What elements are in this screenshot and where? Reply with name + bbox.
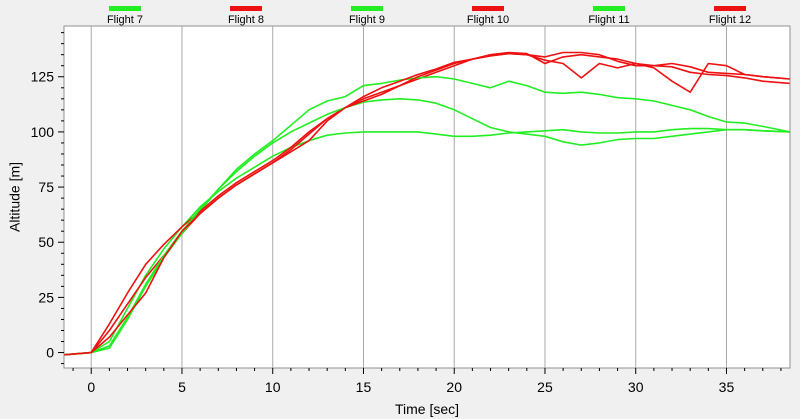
legend-item: Flight 8 <box>228 6 264 26</box>
y-axis-ticks: 0 25 50 75 100 125 <box>31 32 64 365</box>
legend-item: Flight 10 <box>467 6 509 26</box>
x-tick-label: 30 <box>628 379 644 395</box>
legend-label: Flight 11 <box>588 14 629 26</box>
x-axis-ticks: 0 5 10 15 20 25 30 35 <box>72 368 782 395</box>
legend-label: Flight 9 <box>349 14 385 26</box>
plot-border <box>63 25 791 369</box>
plot-area <box>64 26 790 368</box>
y-tick-label: 125 <box>31 69 55 85</box>
x-axis-label: Time [sec] <box>395 401 459 417</box>
legend-swatch <box>714 6 746 11</box>
x-tick-label: 35 <box>719 379 735 395</box>
legend-item: Flight 12 <box>709 6 751 26</box>
legend-label: Flight 7 <box>107 14 143 26</box>
legend-swatch <box>351 6 383 11</box>
legend-swatch <box>230 6 262 11</box>
legend-item: Flight 11 <box>588 6 630 26</box>
x-tick-label: 15 <box>356 379 372 395</box>
legend-label: Flight 12 <box>709 14 751 26</box>
y-tick-label: 75 <box>38 179 54 195</box>
legend: Flight 7 Flight 8 Flight 9 Flight 10 Flight … <box>107 6 751 26</box>
legend-item: Flight 9 <box>349 6 385 26</box>
grid <box>90 26 727 368</box>
series-line-flight-11 <box>64 98 790 356</box>
series-line-flight-12 <box>64 52 790 356</box>
y-tick-label: 25 <box>38 289 54 305</box>
x-tick-label: 20 <box>446 379 462 395</box>
y-axis-label: Altitude [m] <box>7 162 23 232</box>
x-tick-label: 10 <box>265 379 281 395</box>
x-tick-label: 0 <box>87 379 95 395</box>
x-tick-label: 5 <box>178 379 186 395</box>
legend-label: Flight 8 <box>228 14 264 26</box>
legend-swatch <box>472 6 504 11</box>
legend-item: Flight 7 <box>107 6 143 26</box>
x-tick-label: 25 <box>537 379 553 395</box>
legend-label: Flight 10 <box>467 14 509 26</box>
legend-swatch <box>109 6 141 11</box>
legend-swatch <box>593 6 625 11</box>
series-lines <box>64 51 790 356</box>
y-tick-label: 50 <box>38 234 54 250</box>
series-line-flight-7 <box>64 127 790 356</box>
y-tick-label: 0 <box>46 345 54 361</box>
y-tick-label: 100 <box>31 124 55 140</box>
